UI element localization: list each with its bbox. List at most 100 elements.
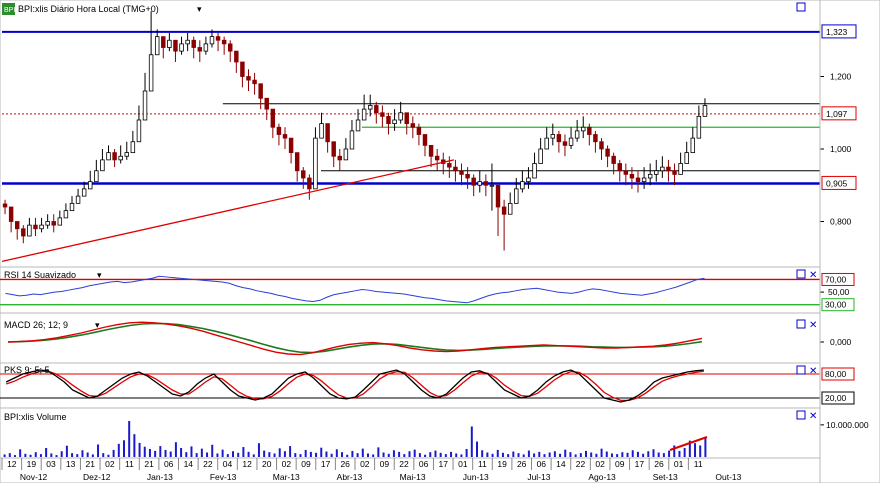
candle-body-73 xyxy=(447,163,452,168)
candle-body-44 xyxy=(270,108,276,128)
candle-body-26 xyxy=(161,36,166,48)
stoch-level-box-0 xyxy=(821,367,855,381)
volume-tick-label-0: 10.000.000 xyxy=(826,420,869,430)
price-title[interactable]: BPI BPI:xlis Diário Hora Local (TMG+0) ▾ xyxy=(2,3,202,15)
candle-body-48 xyxy=(294,152,300,172)
maximize-price-icon[interactable] xyxy=(796,2,806,12)
candle-body-70 xyxy=(428,144,434,157)
candle-body-5 xyxy=(33,224,38,230)
candle-body-99 xyxy=(605,148,610,157)
x-month-label-1: Dez-12 xyxy=(83,472,111,482)
x-day-label-26: 26 xyxy=(517,459,527,469)
candle-body-104 xyxy=(635,177,641,183)
price-tick-label-1: 1,000 xyxy=(830,144,852,154)
candle-body-8 xyxy=(51,221,56,226)
candle-body-51 xyxy=(313,137,318,190)
price-axis-label-1: 1,097 xyxy=(826,109,848,119)
candle-body-68 xyxy=(416,126,422,135)
rsi-level-box-1 xyxy=(821,298,855,312)
candle-body-49 xyxy=(301,170,306,179)
candle-body-0 xyxy=(2,203,8,208)
x-day-label-14: 02 xyxy=(282,459,292,469)
close-volume-icon[interactable]: ✕ xyxy=(809,411,817,422)
candle-body-81 xyxy=(495,184,501,208)
candle-body-38 xyxy=(234,50,239,63)
candle-body-112 xyxy=(684,152,689,164)
x-day-label-24: 11 xyxy=(478,459,487,469)
candle-body-7 xyxy=(45,221,50,226)
candle-body-62 xyxy=(380,112,385,117)
candle-body-110 xyxy=(672,170,677,175)
x-day-label-20: 22 xyxy=(399,459,409,469)
x-day-label-21: 06 xyxy=(419,459,429,469)
candle-body-85 xyxy=(520,181,525,190)
close-stoch-icon[interactable]: ✕ xyxy=(809,366,817,377)
price-axis-label-2: 0,905 xyxy=(826,178,848,188)
x-day-label-1: 19 xyxy=(27,459,37,469)
x-day-label-3: 13 xyxy=(66,459,76,469)
candle-body-60 xyxy=(367,105,373,110)
price-axis-box-2 xyxy=(821,175,857,190)
candle-body-10 xyxy=(63,210,69,219)
candle-body-54 xyxy=(331,141,336,157)
candle-body-36 xyxy=(221,39,227,45)
volume-trend-line xyxy=(669,436,708,451)
candle-body-32 xyxy=(197,47,203,52)
rsi-tick-label-0: 50,00 xyxy=(828,287,850,297)
rsi-dropdown-icon[interactable]: ▾ xyxy=(97,270,102,280)
maximize-stoch-icon[interactable] xyxy=(796,365,806,375)
candle-body-57 xyxy=(349,130,355,150)
candle-body-43 xyxy=(264,97,269,110)
x-day-label-34: 01 xyxy=(674,459,684,469)
title-dropdown-icon[interactable]: ▾ xyxy=(197,4,202,14)
candle-body-69 xyxy=(422,134,428,146)
maximize-macd-icon[interactable] xyxy=(796,319,806,329)
stoch-title: PKS 9; 5; 5 xyxy=(4,365,50,375)
candle-body-45 xyxy=(276,126,282,135)
x-day-label-28: 14 xyxy=(556,459,566,469)
candle-body-95 xyxy=(581,126,586,132)
candle-body-100 xyxy=(611,155,616,164)
candle-body-24 xyxy=(148,54,154,92)
maximize-rsi-icon[interactable] xyxy=(796,269,806,279)
stoch-level-box-1 xyxy=(821,391,855,405)
candle-body-14 xyxy=(88,181,93,190)
trendline-0 xyxy=(1,159,454,263)
candle-body-58 xyxy=(355,119,361,132)
candle-body-106 xyxy=(647,173,653,179)
x-day-label-16: 17 xyxy=(321,459,331,469)
rsi-line xyxy=(5,275,705,304)
x-day-label-9: 14 xyxy=(184,459,194,469)
candle-body-93 xyxy=(568,137,574,146)
candle-body-87 xyxy=(532,163,537,179)
candle-body-89 xyxy=(544,137,549,150)
x-day-label-17: 26 xyxy=(340,459,350,469)
candle-body-78 xyxy=(477,181,482,186)
candle-body-4 xyxy=(27,224,32,237)
candle-body-61 xyxy=(374,105,379,114)
rsi-panel: 70,00 30,00 50,00 RSI 14 Suavizado ▾ ✕ xyxy=(0,266,855,314)
candle-body-12 xyxy=(75,195,81,204)
candle-body-91 xyxy=(556,134,562,143)
x-month-label-4: Mar-13 xyxy=(273,472,300,482)
candle-body-108 xyxy=(660,166,665,172)
x-day-label-31: 09 xyxy=(615,459,625,469)
candle-body-47 xyxy=(288,137,294,154)
candle-body-59 xyxy=(361,108,367,121)
close-rsi-icon[interactable]: ✕ xyxy=(809,270,817,281)
candle-body-66 xyxy=(404,112,409,125)
maximize-volume-icon[interactable] xyxy=(796,410,806,420)
macd-dropdown-icon[interactable]: ▾ xyxy=(95,320,100,330)
x-month-label-8: Jul-13 xyxy=(527,472,550,482)
macd-title: MACD 26; 12; 9 xyxy=(4,320,68,330)
candle-body-64 xyxy=(392,119,397,125)
candle-body-20 xyxy=(124,152,129,157)
candle-body-13 xyxy=(81,188,87,197)
x-month-label-5: Abr-13 xyxy=(337,472,363,482)
macd-tick-label-0: 0,000 xyxy=(830,337,852,347)
candle-body-40 xyxy=(246,76,251,81)
x-day-label-32: 17 xyxy=(635,459,645,469)
candle-body-111 xyxy=(678,163,683,175)
close-macd-icon[interactable]: ✕ xyxy=(809,320,817,331)
candle-body-6 xyxy=(39,224,44,230)
